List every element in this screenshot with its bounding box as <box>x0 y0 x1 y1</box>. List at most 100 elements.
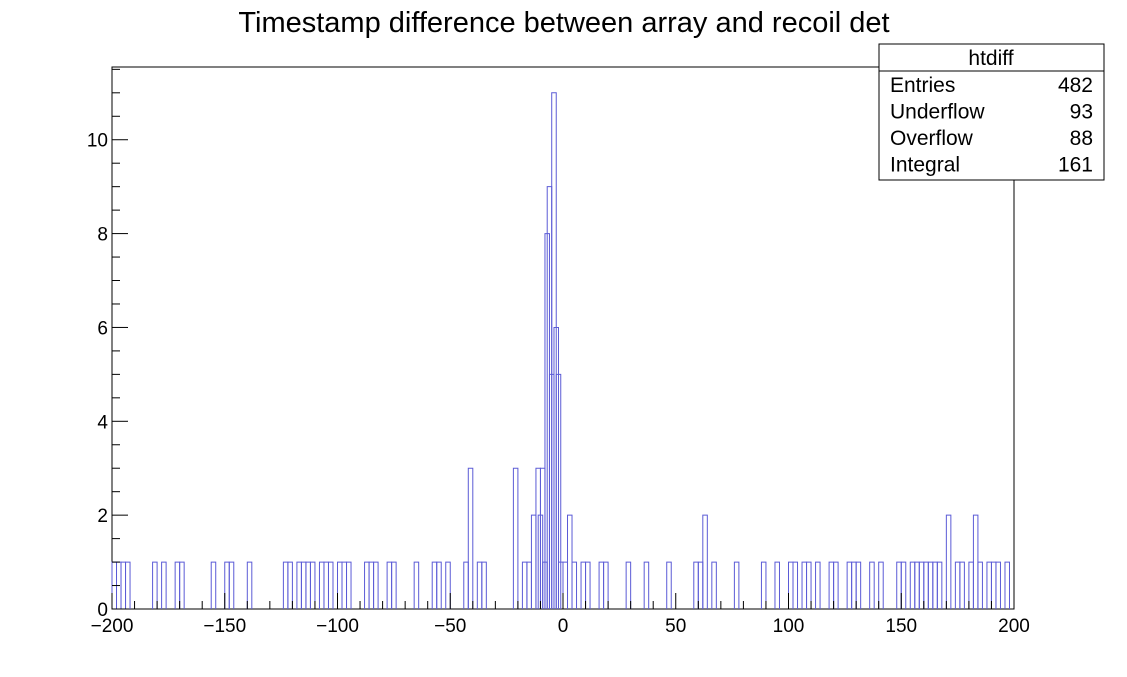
histogram-bin <box>581 562 586 609</box>
x-tick-label: −150 <box>203 616 246 637</box>
x-axis: −200−150−100−50050100150200 <box>91 593 1030 637</box>
x-tick-label: 150 <box>885 616 917 637</box>
histogram-bin <box>946 515 951 609</box>
histogram-bin <box>513 468 518 609</box>
histogram-bin <box>527 562 532 609</box>
histogram-bin <box>319 562 324 609</box>
histogram-bin <box>924 562 929 609</box>
stats-box: htdiff Entries482Underflow93Overflow88In… <box>879 44 1104 180</box>
histogram-bin <box>464 562 469 609</box>
histogram-bin <box>847 562 852 609</box>
y-tick-label: 8 <box>97 225 108 246</box>
histogram-bin <box>856 562 861 609</box>
histogram-bin <box>572 562 577 609</box>
histogram-bin <box>816 562 821 609</box>
histogram-bin <box>793 562 798 609</box>
histogram-bin <box>698 562 703 609</box>
y-tick-label: 4 <box>97 412 108 433</box>
stats-row-label: Entries <box>890 74 955 97</box>
histogram-bin <box>211 562 216 609</box>
histogram-bin <box>897 562 902 609</box>
histogram-bin <box>694 562 699 609</box>
histogram-bin <box>229 562 234 609</box>
histogram-bin <box>996 562 1001 609</box>
histogram-bin <box>180 562 185 609</box>
histogram-bin <box>667 562 672 609</box>
histogram-bin <box>626 562 631 609</box>
x-tick-label: 0 <box>558 616 569 637</box>
histogram-bin <box>933 562 938 609</box>
y-tick-label: 0 <box>97 600 108 621</box>
histogram-bin <box>522 562 527 609</box>
histogram-bin <box>879 562 884 609</box>
histogram-bin <box>644 562 649 609</box>
histogram-bin <box>568 515 573 609</box>
histogram-bin <box>599 562 604 609</box>
histogram-bin <box>955 562 960 609</box>
histogram-bin <box>703 515 708 609</box>
x-tick-label: 200 <box>998 616 1030 637</box>
x-tick-label: −50 <box>434 616 466 637</box>
x-tick-label: −100 <box>316 616 359 637</box>
histogram-bin <box>338 562 343 609</box>
y-axis: 0246810 <box>87 69 128 621</box>
histogram-bin <box>915 562 920 609</box>
histogram-bin <box>225 562 230 609</box>
histogram-bins <box>112 93 1009 609</box>
x-tick-label: 50 <box>665 616 686 637</box>
histogram-bin <box>734 562 739 609</box>
histogram-bin <box>991 562 996 609</box>
x-tick-label: 100 <box>773 616 805 637</box>
histogram-bin <box>324 562 329 609</box>
histogram-bin <box>901 562 906 609</box>
histogram-bin <box>437 562 442 609</box>
histogram-bin <box>712 562 717 609</box>
stats-row-label: Overflow <box>890 127 974 150</box>
histogram-bin <box>153 562 158 609</box>
histogram-bin <box>761 562 766 609</box>
histogram-bin <box>121 562 126 609</box>
histogram-bin <box>834 562 839 609</box>
histogram-bin <box>306 562 311 609</box>
histogram-bin <box>987 562 992 609</box>
histogram-bin <box>414 562 419 609</box>
histogram-bin <box>328 562 333 609</box>
histogram-bin <box>802 562 807 609</box>
stats-row-value: 88 <box>1070 127 1093 150</box>
histogram-bin <box>789 562 794 609</box>
histogram-bin <box>870 562 875 609</box>
histogram-bin <box>126 562 131 609</box>
histogram-bin <box>928 562 933 609</box>
histogram-bin <box>432 562 437 609</box>
histogram-bin <box>347 562 352 609</box>
histogram-bin <box>973 515 978 609</box>
histogram-bin <box>910 562 915 609</box>
stats-row-label: Underflow <box>890 101 985 124</box>
histogram-bin <box>1005 562 1010 609</box>
stats-histogram-name: htdiff <box>968 47 1013 70</box>
histogram-bin <box>852 562 857 609</box>
histogram-bin <box>369 562 374 609</box>
histogram-bin <box>297 562 302 609</box>
histogram-bin <box>919 562 924 609</box>
histogram-bin <box>446 562 451 609</box>
histogram-bin <box>937 562 942 609</box>
histogram-bin <box>563 562 568 609</box>
histogram-bin <box>960 562 965 609</box>
histogram-bin <box>392 562 397 609</box>
histogram-bin <box>604 562 609 609</box>
histogram-bin <box>283 562 288 609</box>
histogram-bin <box>829 562 834 609</box>
histogram-bin <box>807 562 812 609</box>
histogram-bin <box>969 562 974 609</box>
histogram-bin <box>531 515 536 609</box>
y-tick-label: 2 <box>97 506 108 527</box>
histogram-bin <box>374 562 379 609</box>
histogram-bin <box>477 562 482 609</box>
stats-row-label: Integral <box>890 154 960 177</box>
histogram-bin <box>468 468 473 609</box>
histogram-bin <box>365 562 370 609</box>
y-tick-label: 6 <box>97 318 108 339</box>
stats-row-value: 161 <box>1058 154 1093 177</box>
